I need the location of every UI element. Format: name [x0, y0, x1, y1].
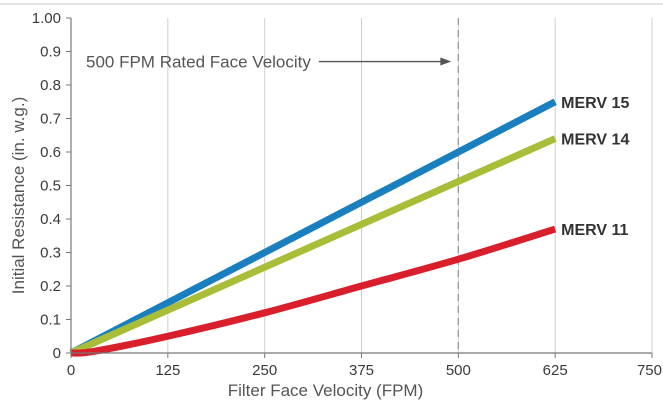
- series-line-merv-11: [70, 225, 557, 357]
- series-labels: MERV 15 MERV 14 MERV 11: [561, 95, 629, 239]
- annotation-arrow-head: [440, 57, 452, 66]
- y-tick-label: 0.5: [40, 178, 61, 195]
- series-lines: [69, 98, 557, 357]
- x-tick-label: 125: [155, 362, 180, 379]
- y-tick-label: 0.3: [40, 245, 61, 262]
- y-tick-label: 0.4: [40, 211, 61, 228]
- x-tick-label: 375: [349, 362, 374, 379]
- annotation: 500 FPM Rated Face Velocity: [86, 18, 459, 353]
- series-label-merv-14: MERV 14: [561, 132, 629, 149]
- series-line-merv-15: [69, 98, 557, 357]
- y-tick-label: 0.8: [40, 77, 61, 94]
- y-tick-label: 0.1: [40, 312, 61, 329]
- y-tick-label: 1.00: [32, 10, 61, 27]
- grid: [0, 3, 663, 353]
- y-tick-label: 0.2: [40, 278, 61, 295]
- x-tick-label: 625: [543, 362, 568, 379]
- y-tick-label: 0.7: [40, 111, 61, 128]
- y-tick-label: 0.6: [40, 144, 61, 161]
- y-tick-label: 0: [53, 345, 61, 362]
- series-label-merv-15: MERV 15: [561, 95, 629, 112]
- x-tick-label: 750: [637, 362, 662, 379]
- series-label-merv-11: MERV 11: [561, 222, 628, 239]
- series-line-merv-14: [69, 135, 557, 357]
- y-tick-label: 0.9: [40, 44, 61, 61]
- x-axis-title: Filter Face Velocity (FPM): [228, 381, 424, 400]
- x-tick-label: 500: [446, 362, 471, 379]
- x-tick-label: 0: [67, 362, 75, 379]
- annotation-text: 500 FPM Rated Face Velocity: [86, 53, 311, 72]
- x-tick-label: 250: [252, 362, 277, 379]
- y-axis-title: Initial Resistance (in. w.g.): [9, 97, 28, 294]
- axes: 0 125 250 375 500 625 750 0 0.1 0.2 0.3 0.4 0.5 0.6 0.…: [9, 10, 662, 400]
